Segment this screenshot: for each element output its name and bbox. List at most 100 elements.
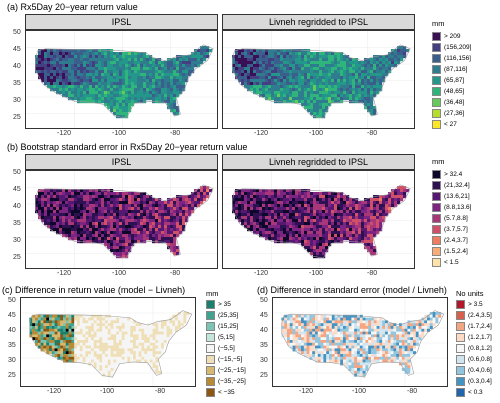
legend-a-item: (48,65] [432,87,464,96]
ytick-b-45: 45 [13,186,21,193]
legend-d-swatch [456,333,465,342]
ytick-a-40: 40 [13,63,21,70]
legend-d-item: > 3.5 [456,300,483,309]
map-b-ipsl [25,170,218,269]
legend-d-item: (0.8,1.2] [456,344,492,353]
legend-b-swatch [432,192,441,201]
legend-b-label: (21,32.4] [444,182,470,189]
legend-c-swatch [206,344,215,353]
legend-c-swatch [206,388,215,397]
ytick-b-50: 50 [13,169,21,176]
legend-b-label: (13.6,21] [444,193,470,200]
legend-a-label: (116,156] [444,55,471,62]
legend-b-item: (8.8,13.6] [432,203,471,212]
legend-a-swatch [432,109,441,118]
legend-c-item: (−5,5] [206,344,235,353]
ytick-b-40: 40 [13,203,21,210]
legend-c-label: (25,35] [218,312,239,319]
legend-c-item: (5,15] [206,333,235,342]
legend-a-label: < 27 [444,121,457,128]
xtick-c-120: -120 [47,388,62,395]
legend-a-item: (156,209] [432,43,471,52]
legend-a-swatch [432,65,441,74]
legend-c-swatch [206,355,215,364]
legend-a-swatch [432,32,441,41]
legend-b-item: (3.7,5.7] [432,225,468,234]
legend-b-swatch [432,181,441,190]
legend-b-swatch [432,225,441,234]
legend-d-label: < 0.3 [468,389,483,396]
legend-c-label: (−5,5] [218,345,235,352]
legend-b-item: < 1.5 [432,258,459,267]
ytick-b-30: 30 [13,237,21,244]
map-d-svg [273,298,447,386]
legend-a-swatch [432,43,441,52]
map-b-livneh [222,170,415,269]
legend-d-swatch [456,322,465,331]
legend-b-label: (2.4,3.7] [444,237,468,244]
legend-b-item: (21,32.4] [432,181,470,190]
legend-b-label: (5.7,8.8] [444,215,468,222]
legend-c-title: mm [206,289,219,298]
xtick-b2-100: -100 [309,270,324,277]
ytick-d-35: 35 [260,342,268,349]
legend-c-item: (−25,−15] [206,366,246,375]
legend-c-item: (−35,−25] [206,377,246,386]
legend-c-swatch [206,311,215,320]
map-a-livneh [222,30,415,129]
ytick-d-25: 25 [260,372,268,379]
legend-b-label: (1.5,2.4] [444,248,468,255]
legend-d-label: (0.6,0.8] [468,356,492,363]
map-a-ipsl-svg [26,31,217,128]
xtick-b1-120: -120 [57,270,72,277]
facet-b-livneh-strip: Livneh regridded to IPSL [222,154,415,170]
legend-a-label: (65,87] [444,77,465,84]
ytick-a-35: 35 [13,80,21,87]
legend-a-item: (36,48] [432,98,464,107]
legend-d-title: No units [456,289,484,298]
legend-d-item: < 0.3 [456,388,483,397]
legend-a-item: (116,156] [432,54,471,63]
map-b-livneh-svg [223,171,414,268]
legend-c-label: (−15,−5] [218,356,243,363]
xtick-a2-80: -80 [367,130,378,137]
legend-c-item: (−15,−5] [206,355,242,364]
legend-d-label: > 3.5 [468,301,483,308]
legend-d-item: (1.7,2.4] [456,322,492,331]
legend-a-swatch [432,54,441,63]
legend-c-label: (15,25] [218,323,239,330]
legend-c-label: (−35,−25] [218,378,246,385]
ytick-d-50: 50 [260,297,268,304]
legend-a-swatch [432,120,441,129]
legend-a-label: (87,116] [444,66,468,73]
legend-d-swatch [456,366,465,375]
legend-c-item: < −35 [206,388,235,397]
legend-b-item: (2.4,3.7] [432,236,468,245]
legend-b-swatch [432,236,441,245]
legend-a-label: (48,65] [444,88,465,95]
legend-b-item: (1.5,2.4] [432,247,468,256]
legend-a-label: (27,36] [444,110,465,117]
map-c-svg [21,298,195,386]
legend-d-swatch [456,388,465,397]
legend-b-swatch [432,214,441,223]
legend-d-item: (1.2,1.7] [456,333,492,342]
legend-d-swatch [456,355,465,364]
xtick-b1-80: -80 [170,270,181,277]
legend-d-label: (1.7,2.4] [468,323,492,330]
legend-d-label: (0.4,0.6] [468,367,492,374]
legend-a-label: (36,48] [444,99,465,106]
xtick-b2-120: -120 [254,270,269,277]
legend-a-swatch [432,87,441,96]
legend-d-item: (0.6,0.8] [456,355,492,364]
ytick-b-25: 25 [13,254,21,261]
legend-b-label: (8.8,13.6] [444,204,472,211]
facet-b-ipsl-strip: IPSL [25,154,218,170]
ytick-a-30: 30 [13,97,21,104]
legend-b-item: (13.6,21] [432,192,470,201]
xtick-c-80: -80 [155,388,166,395]
legend-c-swatch [206,333,215,342]
xtick-a1-120: -120 [57,130,72,137]
legend-d-swatch [456,300,465,309]
legend-a-item: (65,87] [432,76,464,85]
